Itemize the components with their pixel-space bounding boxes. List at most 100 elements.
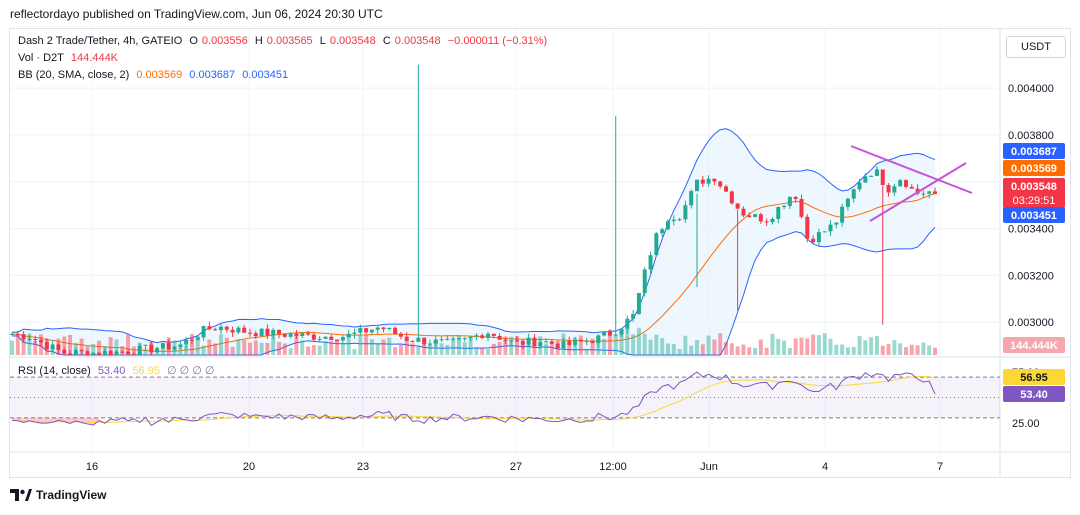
candle-body <box>143 344 148 346</box>
price-label-bg <box>1003 160 1065 176</box>
price-tick-label: 0.004000 <box>1008 83 1054 95</box>
low-value: 0.003548 <box>329 35 376 47</box>
volume-bar <box>654 334 659 355</box>
time-tick-label: 27 <box>510 461 522 473</box>
volume-bar <box>27 333 32 355</box>
candle-body <box>184 339 189 345</box>
close-value: 0.003548 <box>394 35 441 47</box>
candle-body <box>520 340 525 345</box>
volume-bar <box>933 347 937 355</box>
candle-body <box>724 186 729 192</box>
candle-body <box>509 340 514 342</box>
volume-bar <box>126 334 131 355</box>
candle-body <box>665 221 670 230</box>
time-tick-label: Jun <box>700 461 718 473</box>
volume-bar <box>619 331 624 355</box>
rsi-label[interactable]: RSI (14, close) <box>18 365 91 377</box>
candle-body <box>108 351 113 355</box>
volume-bar <box>741 344 746 355</box>
candle-body <box>607 332 612 336</box>
currency-button[interactable]: USDT <box>1006 36 1066 58</box>
candle-body <box>393 327 398 335</box>
volume-bar <box>921 342 926 355</box>
volume-bar <box>497 341 502 355</box>
candle-body <box>544 341 549 343</box>
last-price-label: 0.003548 <box>1011 181 1057 193</box>
rsi-ma-label-bg <box>1003 369 1065 385</box>
rsi-oversold-fill <box>12 417 100 426</box>
volume-bar <box>874 335 879 355</box>
time-tick-label: 4 <box>822 461 828 473</box>
candle-body <box>218 326 223 331</box>
rsi-ma-axis-label: 56.95 <box>1020 372 1048 384</box>
volume-bar <box>822 333 827 355</box>
candle-body <box>468 336 473 339</box>
rsi-value: 53.40 <box>97 365 126 377</box>
bb-upper-value: 0.003687 <box>189 69 236 81</box>
chart-frame <box>9 28 1071 478</box>
candle-body <box>427 343 432 345</box>
candle-body <box>619 328 624 335</box>
price-tick-label: 0.003000 <box>1008 317 1054 329</box>
volume-bar <box>317 345 322 355</box>
volume-bar <box>416 346 421 355</box>
volume-bar <box>898 343 903 355</box>
candle-body <box>538 342 543 347</box>
legend-bollinger: BB (20, SMA, close, 2) 0.003569 0.003687… <box>18 69 292 81</box>
volume-bar <box>915 345 920 355</box>
volume-bar <box>735 346 740 355</box>
volume-bar <box>636 327 641 355</box>
candle-body <box>15 334 20 336</box>
candle-body <box>230 329 235 333</box>
candle-body <box>561 340 566 349</box>
bb-basis-value: 0.003569 <box>136 69 183 81</box>
candle-body <box>236 327 241 333</box>
tradingview-brand: TradingView <box>36 488 107 502</box>
volume-bar <box>236 339 241 355</box>
volume-bar <box>886 344 891 355</box>
candle-body <box>857 182 862 190</box>
candle-body <box>346 333 351 338</box>
volume-bar <box>393 347 398 355</box>
candle-body <box>39 339 44 343</box>
candle-body <box>648 255 653 270</box>
time-tick-label: 20 <box>243 461 255 473</box>
volume-bar <box>782 340 787 355</box>
symbol-title[interactable]: Dash 2 Trade/Tether, 4h, GATEIO <box>18 35 183 47</box>
volume-bar <box>869 337 874 355</box>
candle-body <box>242 327 247 333</box>
candle-body <box>845 198 850 207</box>
rsi-extra-values: ∅ ∅ ∅ ∅ <box>167 365 215 377</box>
time-tick-label: 12:00 <box>599 461 627 473</box>
candle-body <box>213 329 218 331</box>
price-label: 0.003569 <box>1011 163 1057 175</box>
volume-label[interactable]: Vol · D2T <box>18 52 64 64</box>
volume-bar <box>602 338 607 355</box>
candle-body <box>207 326 212 330</box>
volume-bar <box>909 344 914 355</box>
candle-body <box>706 178 711 184</box>
high-value: 0.003565 <box>266 35 313 47</box>
candle-body <box>474 335 479 337</box>
candle-body <box>410 340 415 342</box>
volume-bar <box>364 334 369 355</box>
volume-bar <box>927 345 932 355</box>
volume-bar <box>770 333 775 355</box>
volume-bar <box>845 347 850 355</box>
volume-bar <box>248 342 253 355</box>
time-tick-label: 16 <box>86 461 98 473</box>
volume-bar <box>306 346 311 355</box>
candle-body <box>753 214 758 217</box>
volume-bar <box>207 339 212 355</box>
trendlines <box>850 145 973 222</box>
bb-lower-value: 0.003451 <box>242 69 289 81</box>
candle-body <box>590 341 595 344</box>
volume-bar <box>776 338 781 355</box>
candle-body <box>747 215 752 217</box>
candle-body <box>816 232 821 243</box>
volume-bar <box>253 340 258 355</box>
candle-body <box>636 293 641 315</box>
bb-label[interactable]: BB (20, SMA, close, 2) <box>18 69 130 81</box>
candle-body <box>340 337 345 341</box>
